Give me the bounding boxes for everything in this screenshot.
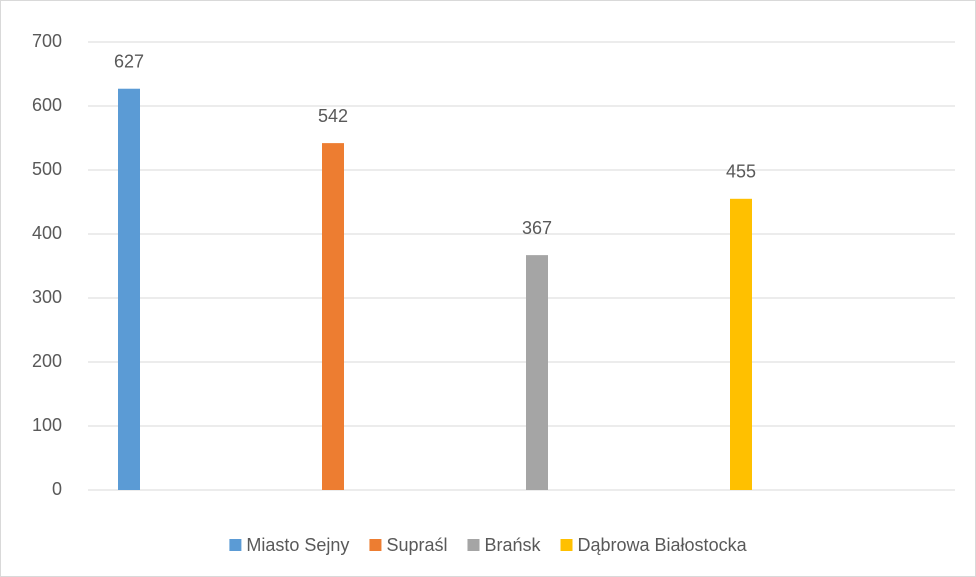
legend-label: Miasto Sejny	[246, 535, 349, 555]
data-label: 367	[522, 218, 552, 238]
y-tick-label: 300	[32, 287, 62, 307]
legend-label: Brańsk	[484, 535, 541, 555]
legend-label: Dąbrowa Białostocka	[578, 535, 748, 555]
y-tick-label: 400	[32, 223, 62, 243]
bar	[526, 255, 548, 490]
y-tick-label: 600	[32, 95, 62, 115]
y-tick-label: 0	[52, 479, 62, 499]
legend-swatch	[369, 539, 382, 551]
bar	[322, 143, 344, 490]
bar	[730, 198, 752, 491]
y-tick-label: 500	[32, 159, 62, 179]
data-label: 627	[114, 51, 144, 71]
y-tick-label: 200	[32, 351, 62, 371]
data-label: 542	[318, 106, 348, 126]
bar	[118, 88, 140, 490]
legend-swatch	[560, 539, 573, 551]
legend-label: Supraśl	[386, 535, 447, 555]
legend-swatch	[229, 539, 242, 551]
data-label: 455	[726, 162, 756, 182]
y-tick-label: 700	[32, 31, 62, 51]
y-tick-label: 100	[32, 415, 62, 435]
legend-swatch	[467, 539, 480, 551]
